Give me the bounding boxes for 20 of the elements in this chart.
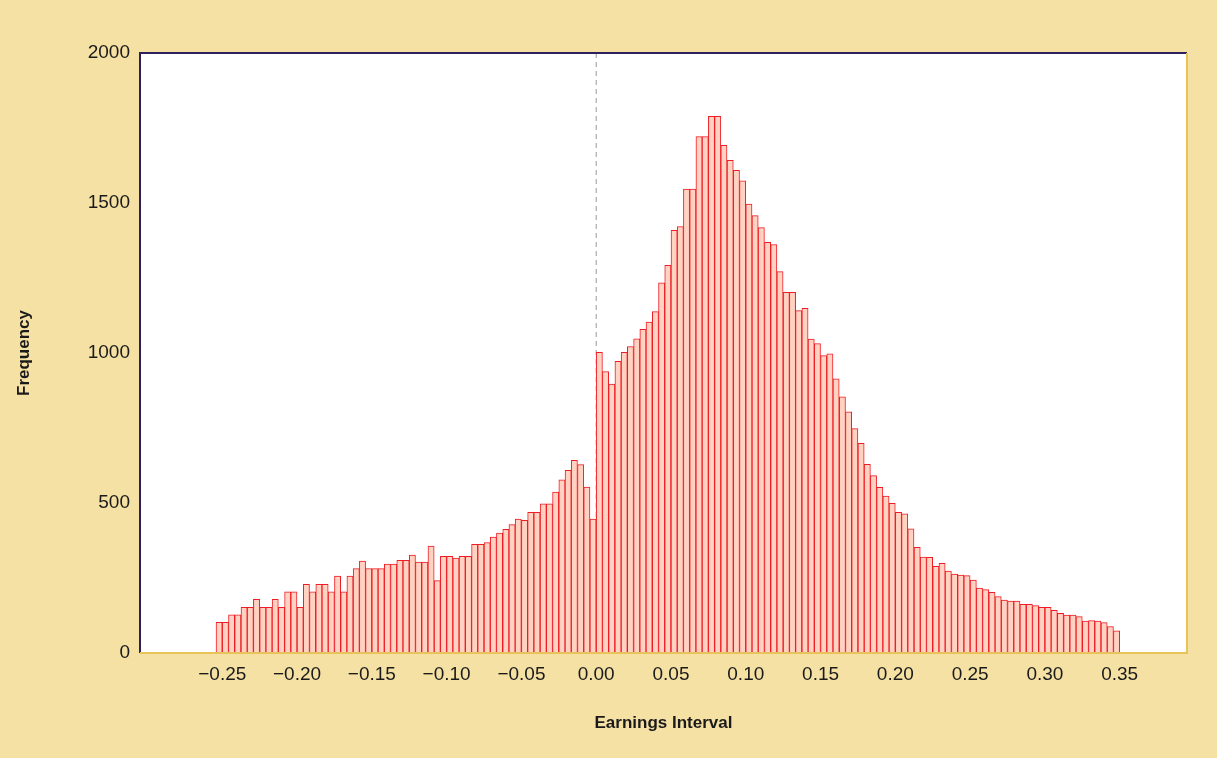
- x-tick-label: 0.00: [577, 662, 615, 684]
- x-tick-label: −0.15: [347, 662, 396, 684]
- x-tick-label: 0.10: [727, 662, 765, 684]
- x-tick-label: −0.05: [497, 662, 546, 684]
- x-tick-label: 0.05: [652, 662, 690, 684]
- y-tick-label: 500: [98, 491, 130, 513]
- x-tick-label: 0.20: [876, 662, 914, 684]
- x-tick-label: 0.35: [1101, 662, 1139, 684]
- y-tick-label: 2000: [87, 41, 130, 63]
- x-tick-label: −0.10: [422, 662, 471, 684]
- y-tick-label: 1000: [87, 341, 130, 363]
- x-tick-label: −0.20: [273, 662, 322, 684]
- y-axis-title: Frequency: [13, 309, 33, 396]
- y-tick-label: 0: [119, 641, 130, 663]
- x-tick-label: 0.30: [1026, 662, 1064, 684]
- x-tick-label: −0.25: [198, 662, 247, 684]
- y-tick-label: 1500: [87, 191, 130, 213]
- x-tick-label: 0.15: [802, 662, 840, 684]
- x-axis-title: Earnings Interval: [594, 713, 733, 733]
- x-tick-label: 0.25: [951, 662, 989, 684]
